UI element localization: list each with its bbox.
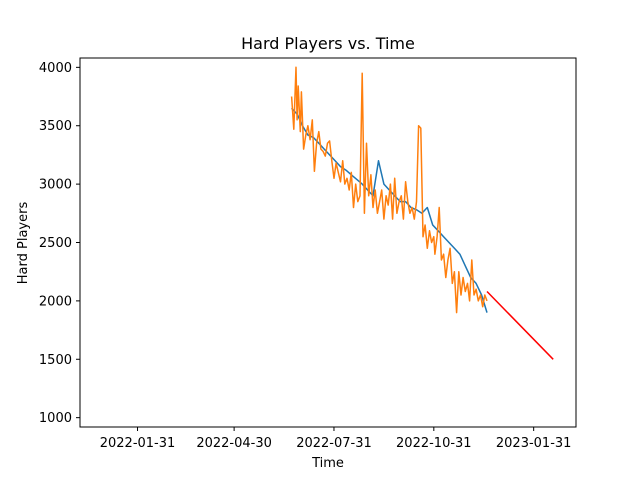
x-axis-label: Time [311,456,344,471]
y-tick-label: 1500 [39,353,72,368]
x-tick-label: 2022-10-31 [396,436,472,451]
x-tick-label: 2022-01-31 [100,436,176,451]
x-axis: 2022-01-31 2022-04-30 2022-07-31 2022-10-31… [100,427,572,451]
x-tick-label: 2022-07-31 [296,436,372,451]
x-tick-label: 2023-01-31 [496,436,572,451]
y-tick-label: 4000 [39,61,72,76]
y-axis-label: Hard Players [16,202,31,285]
y-tick-label: 3500 [39,119,72,134]
series-layer [290,66,554,360]
x-tick-label: 2022-04-30 [196,436,272,451]
y-tick-label: 2500 [39,236,72,251]
chart-title: Hard Players vs. Time [241,34,415,53]
y-axis: 1000 1500 2000 2500 3000 3500 4000 [39,61,80,426]
plot-frame [79,57,577,428]
series-line-3 [486,290,554,360]
plot-area [80,58,576,427]
y-tick-label: 3000 [39,178,72,193]
y-tick-label: 1000 [39,411,72,426]
y-tick-label: 2000 [39,294,72,309]
series-line-2 [290,66,488,314]
